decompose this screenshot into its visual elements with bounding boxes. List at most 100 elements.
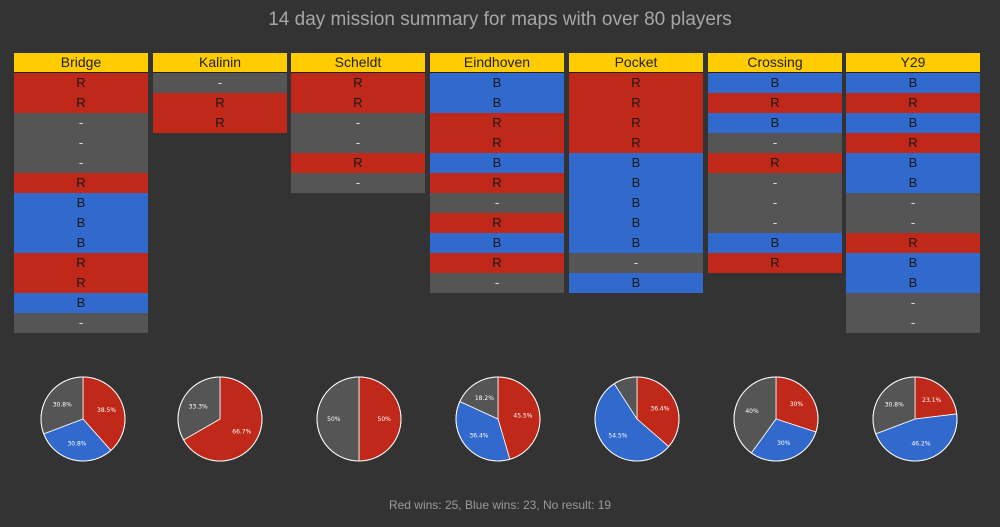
map-header: Bridge bbox=[14, 53, 148, 73]
map-header: Scheldt bbox=[291, 53, 425, 73]
result-cell: R bbox=[430, 173, 564, 193]
pie-slice-label: 33.3% bbox=[189, 403, 208, 410]
map-header: Y29 bbox=[846, 53, 980, 73]
pie-slice-label: 38.5% bbox=[97, 407, 116, 414]
result-cell: - bbox=[430, 193, 564, 213]
chart-title: 14 day mission summary for maps with ove… bbox=[268, 9, 732, 30]
result-cell: B bbox=[569, 213, 703, 233]
map-column-crossing: Crossing B R B - R - - - B R bbox=[708, 53, 842, 273]
result-cell: - bbox=[153, 73, 287, 93]
result-cell: - bbox=[708, 213, 842, 233]
result-cell: B bbox=[430, 153, 564, 173]
result-cell: B bbox=[846, 73, 980, 93]
pie-chart-crossing: 30% 30% 40% bbox=[733, 376, 819, 462]
result-cell: R bbox=[430, 113, 564, 133]
result-cell: - bbox=[708, 133, 842, 153]
pie-outline bbox=[316, 376, 402, 462]
result-cell: R bbox=[708, 153, 842, 173]
result-cell: R bbox=[153, 93, 287, 113]
pie-outline bbox=[872, 376, 958, 462]
result-cell: R bbox=[569, 133, 703, 153]
result-cell: R bbox=[14, 73, 148, 93]
pie-outline bbox=[40, 376, 126, 462]
result-cell: R bbox=[14, 93, 148, 113]
pie-chart-pocket: 36.4% 54.5% bbox=[594, 376, 680, 462]
pie-chart-eindhoven: 45.5% 36.4% 18.2% bbox=[455, 376, 541, 462]
result-cell: - bbox=[291, 173, 425, 193]
pie-slice-label: 30.8% bbox=[53, 402, 72, 409]
result-cell: R bbox=[846, 233, 980, 253]
pie-slice-label: 50% bbox=[378, 416, 392, 423]
pie-outline bbox=[594, 376, 680, 462]
map-header: Crossing bbox=[708, 53, 842, 73]
result-cell: B bbox=[569, 273, 703, 293]
result-cell: B bbox=[430, 93, 564, 113]
result-cell: R bbox=[846, 133, 980, 153]
result-cell: B bbox=[846, 253, 980, 273]
pie-slice-label: 36.4% bbox=[650, 406, 669, 413]
result-cell: B bbox=[569, 153, 703, 173]
result-cell: R bbox=[291, 153, 425, 173]
map-column-scheldt: Scheldt R R - - R - bbox=[291, 53, 425, 193]
map-header: Pocket bbox=[569, 53, 703, 73]
pie-slice-label: 46.2% bbox=[911, 440, 930, 447]
result-cell: R bbox=[14, 273, 148, 293]
pie-slice-label: 30% bbox=[790, 401, 804, 408]
result-cell: B bbox=[14, 233, 148, 253]
result-cell: B bbox=[708, 73, 842, 93]
result-cell: R bbox=[430, 213, 564, 233]
result-cell: - bbox=[708, 173, 842, 193]
result-cell: - bbox=[14, 153, 148, 173]
pie-slice-label: 50% bbox=[327, 416, 341, 423]
result-cell: - bbox=[846, 213, 980, 233]
pie-chart-scheldt: 50% 50% bbox=[316, 376, 402, 462]
result-cell: R bbox=[430, 253, 564, 273]
result-cell: R bbox=[291, 73, 425, 93]
result-cell: - bbox=[846, 293, 980, 313]
result-cell: B bbox=[569, 233, 703, 253]
result-cell: B bbox=[569, 173, 703, 193]
result-cell: B bbox=[708, 233, 842, 253]
result-cell: B bbox=[14, 293, 148, 313]
result-cell: B bbox=[708, 113, 842, 133]
pie-chart-y29: 23.1% 46.2% 30.8% bbox=[872, 376, 958, 462]
result-cell: B bbox=[846, 113, 980, 133]
result-cell: R bbox=[430, 133, 564, 153]
result-cell: - bbox=[14, 113, 148, 133]
result-cell: R bbox=[708, 93, 842, 113]
pie-chart-bridge: 38.5% 30.8% 30.8% bbox=[40, 376, 126, 462]
result-cell: B bbox=[430, 73, 564, 93]
map-column-pocket: Pocket R R R R B B B B B - B bbox=[569, 53, 703, 293]
pie-outline bbox=[733, 376, 819, 462]
pie-slice-label: 23.1% bbox=[922, 397, 941, 404]
result-cell: R bbox=[14, 253, 148, 273]
result-cell: B bbox=[846, 173, 980, 193]
result-cell: R bbox=[153, 113, 287, 133]
result-cell: B bbox=[430, 233, 564, 253]
pie-slice-label: 30% bbox=[777, 440, 791, 447]
result-cell: - bbox=[291, 113, 425, 133]
result-cell: R bbox=[569, 73, 703, 93]
result-cell: R bbox=[291, 93, 425, 113]
result-cell: B bbox=[846, 153, 980, 173]
map-column-eindhoven: Eindhoven B B R R B R - R B R - bbox=[430, 53, 564, 293]
result-cell: - bbox=[846, 193, 980, 213]
result-cell: B bbox=[569, 193, 703, 213]
result-cell: - bbox=[430, 273, 564, 293]
result-cell: - bbox=[291, 133, 425, 153]
result-cell: - bbox=[14, 313, 148, 333]
pie-slice-label: 40% bbox=[745, 408, 759, 415]
result-cell: R bbox=[569, 93, 703, 113]
result-cell: R bbox=[14, 173, 148, 193]
pie-outline bbox=[455, 376, 541, 462]
pie-slice-label: 54.5% bbox=[608, 432, 627, 439]
map-column-bridge: Bridge R R - - - R B B B R R B - bbox=[14, 53, 148, 333]
pie-slice-label: 18.2% bbox=[475, 395, 494, 402]
map-header: Kalinin bbox=[153, 53, 287, 73]
map-column-y29: Y29 B R B R B B - - R B B - - bbox=[846, 53, 980, 333]
map-header: Eindhoven bbox=[430, 53, 564, 73]
result-cell: - bbox=[708, 193, 842, 213]
pie-outline bbox=[177, 376, 263, 462]
result-cell: R bbox=[846, 93, 980, 113]
pie-chart-kalinin: 66.7% 33.3% bbox=[177, 376, 263, 462]
